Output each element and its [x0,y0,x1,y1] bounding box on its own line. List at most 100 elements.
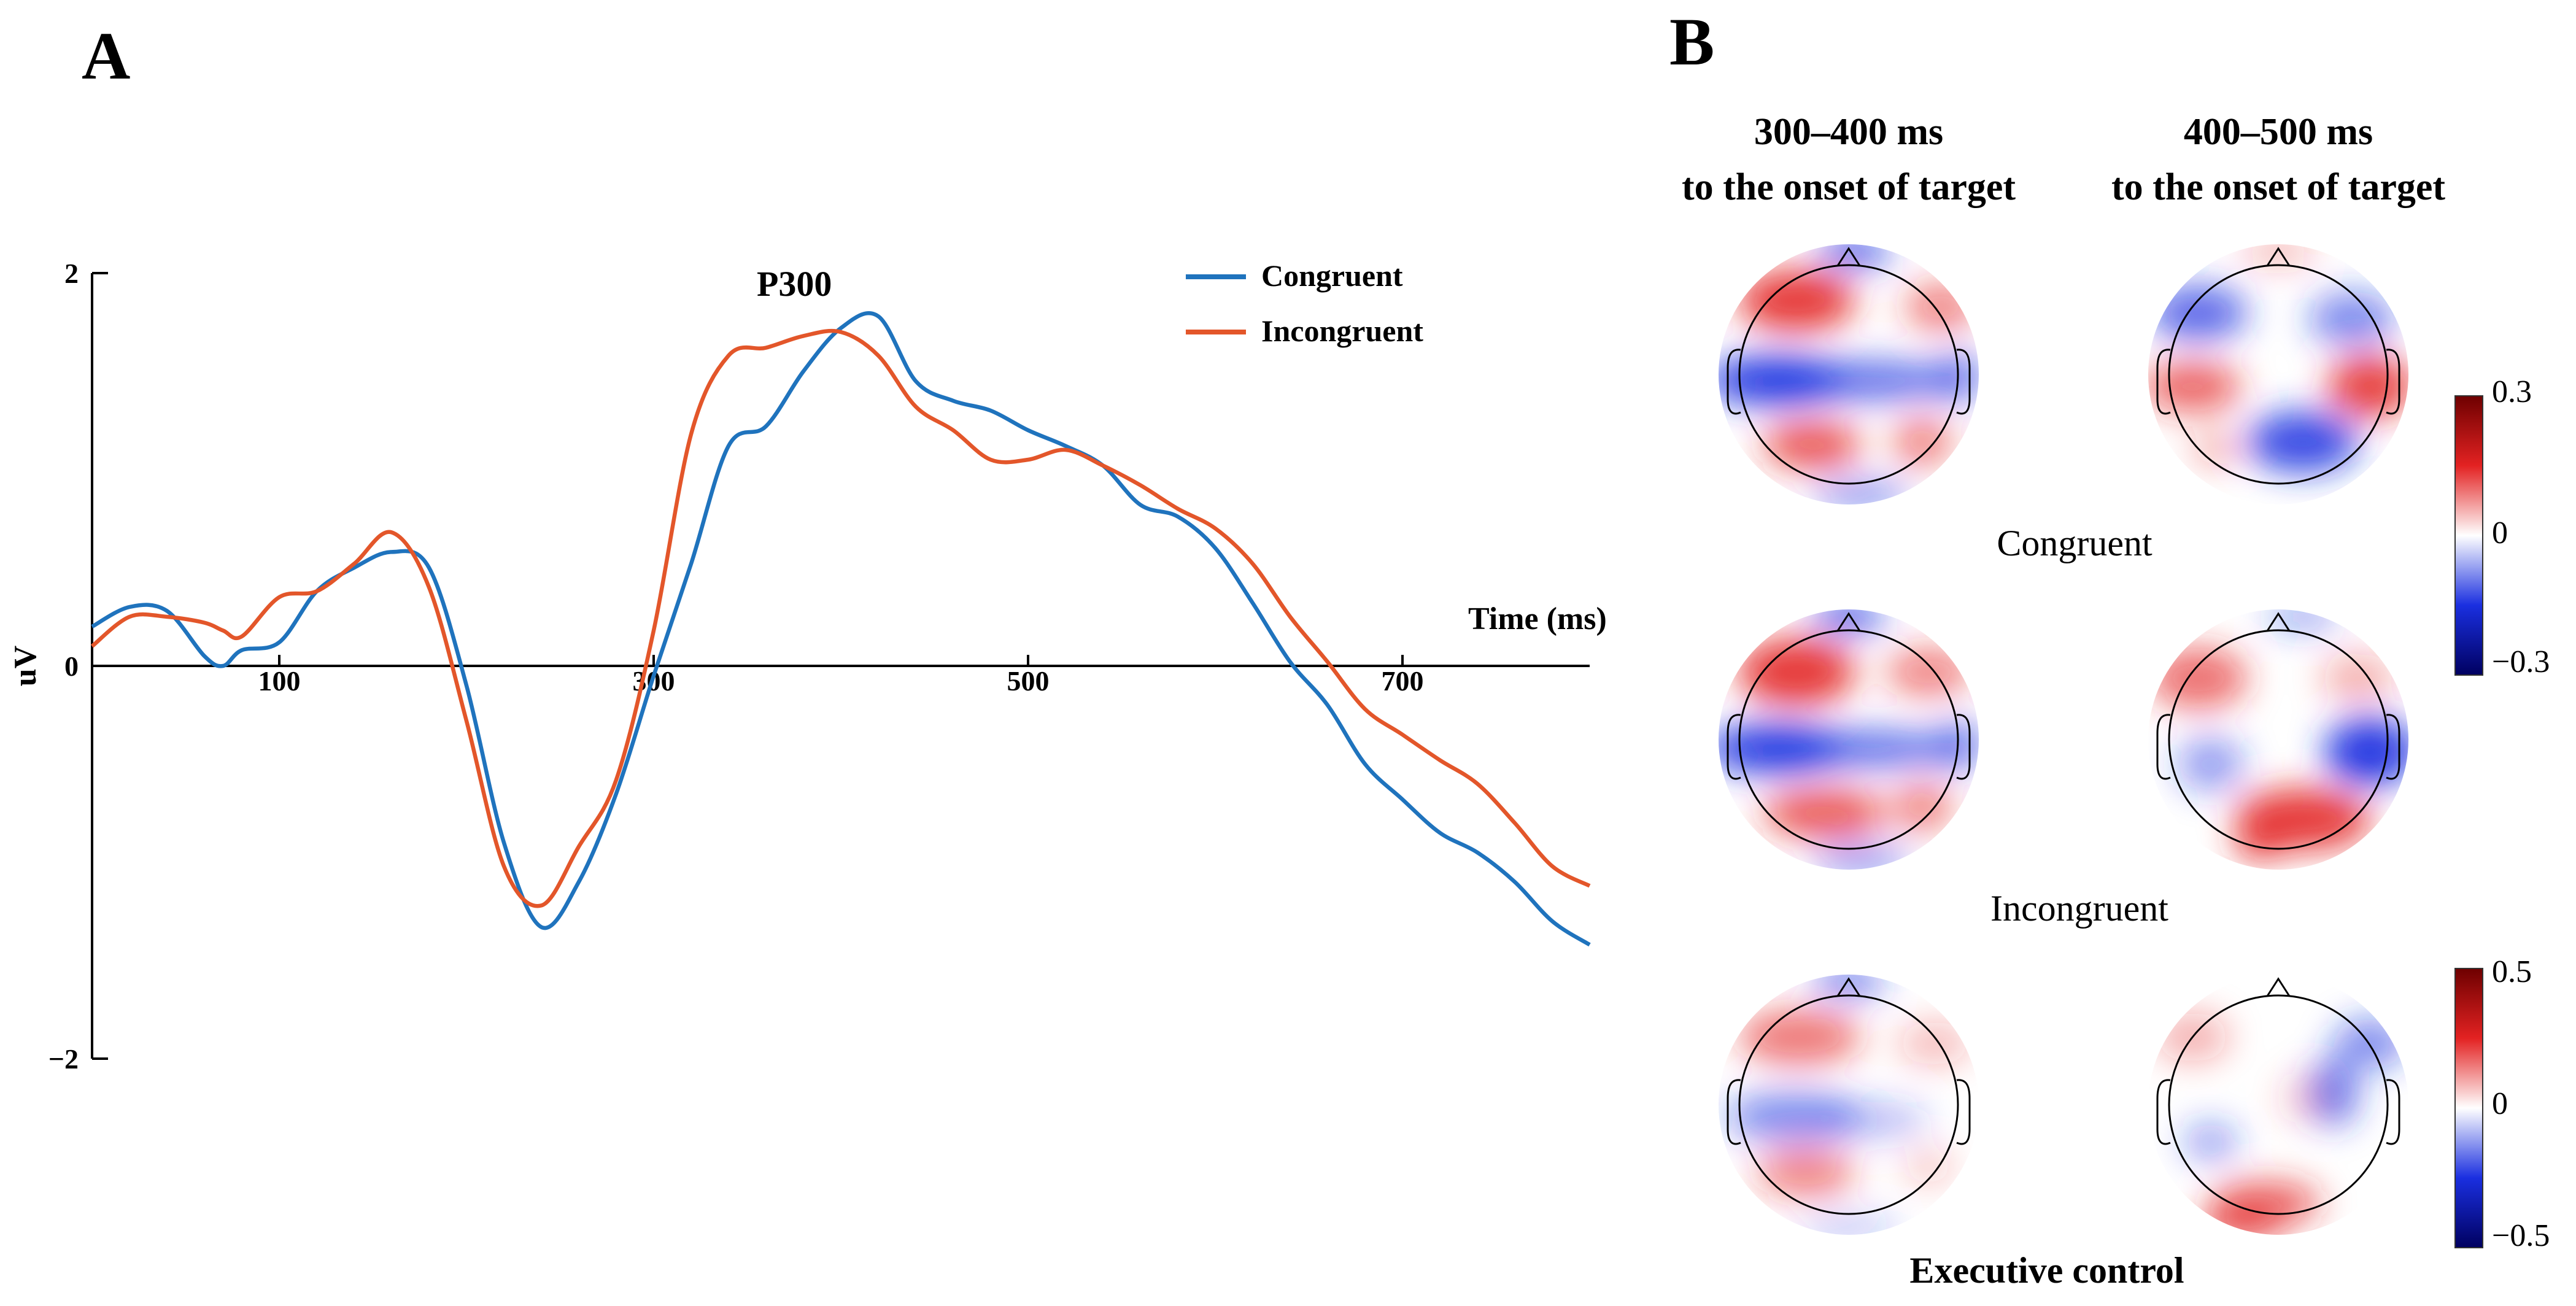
activation-field [1719,609,1979,870]
right-ear-outline [2386,1079,2400,1145]
activation-blob [1818,1102,1928,1138]
x-axis-label: Time (ms) [1468,601,1607,636]
activation-field [1726,975,1971,1235]
activation-blobs [1719,609,1979,870]
activation-blob [2199,1212,2284,1235]
activation-blob [1892,782,1953,832]
nose-outline [2266,977,2291,997]
left-ear-outline [1727,714,1741,780]
y-tick-label: 0 [64,651,79,682]
head-outline [1738,629,1959,850]
series-line-incongruent [90,328,1591,908]
topomap-incongruent-300-400 [1719,609,1979,870]
activation-blobs [1726,975,1971,1235]
topomap-executive-400-500 [2148,975,2408,1235]
activation-blob [2235,829,2284,859]
head-outline [2168,994,2389,1215]
topomaps [1719,244,2408,1235]
nose-outline [1836,977,1861,997]
activation-blob [1812,975,1886,995]
left-ear-outline [2156,714,2171,780]
activation-blob [1892,417,1953,466]
right-ear-outline [1956,714,1971,780]
activation-blob [2177,736,2245,792]
activation-blob [1763,789,1886,838]
legend-label-congruent: Congruent [1261,258,1403,293]
left-ear-outline [1727,349,1741,415]
activation-blob [2241,244,2315,264]
activation-blob [1738,638,1855,706]
activation-blob [2248,411,2358,473]
activation-blob [2278,1074,2327,1123]
activation-blob [1886,647,1971,697]
activation-blob [1818,244,1892,267]
activation-blobs [2148,244,2408,473]
colorbar-top-gradient [2454,395,2483,676]
activation-blob [1898,1022,1971,1065]
row-label-congruent: Congruent [1997,523,2152,563]
x-tick-label: 700 [1382,665,1424,697]
axis-ticks: 100 300 500 700−202 [48,258,1424,1075]
activation-blob [1763,730,1959,767]
activation-blob [1935,721,1979,770]
y-tick-label: −2 [48,1043,79,1075]
legend: Congruent Incongruent [1186,258,1423,348]
topomap-executive-300-400 [1719,975,1979,1235]
head-outline [1738,264,1959,485]
left-ear-outline [2156,349,2171,415]
panel-a-label: A [82,18,130,93]
nose-outline [2266,612,2291,632]
legend-label-incongruent: Incongruent [1261,314,1423,348]
activation-blob [1763,420,1861,469]
activation-blob [1738,1010,1861,1065]
activation-blob [1812,847,1910,870]
activation-field [2149,609,2408,859]
right-ear-outline [2386,349,2400,415]
col-header-2-line1: 400–500 ms [2184,111,2373,153]
series-line-congruent [91,311,1591,947]
panel-a: A 100 300 500 700−202 uV Time (ms) P300 Con… [8,18,1607,1075]
colorbar-top-mid: 0 [2492,516,2508,551]
nose-outline [1836,247,1861,266]
left-ear-outline [2156,1079,2171,1145]
head-outline [2168,629,2389,850]
x-tick-label: 100 [258,665,301,697]
x-tick-label: 500 [1007,665,1050,697]
activation-blob [2183,1123,2238,1160]
activation-blob [1812,609,1886,632]
topomap-congruent-300-400 [1719,244,1979,504]
nose-outline [2266,247,2291,266]
data-lines [90,311,1591,947]
col-header-1-line2: to the onset of target [1682,166,2016,208]
activation-blob [1738,270,1855,331]
colorbar-bottom-gradient [2454,968,2483,1248]
colorbar-top-max: 0.3 [2492,374,2532,409]
activation-blob [1904,282,1978,331]
y-tick-label: 2 [64,258,79,289]
y-axis-label: uV [8,646,43,686]
activation-blob [1763,361,1959,400]
activation-blob [2309,292,2395,347]
panel-b: B 300–400 ms to the onset of target 400–… [1669,4,2550,1291]
activation-blob [1904,1148,1953,1184]
colorbar-bottom-min: −0.5 [2492,1218,2550,1253]
p300-annotation: P300 [757,264,832,304]
nose-outline [1836,612,1861,632]
right-ear-outline [1956,1079,1971,1145]
activation-blob [2321,654,2395,703]
activation-blob [2324,718,2408,786]
plot-axes [91,273,1590,1059]
activation-blob [2148,362,2241,411]
activation-blob [2192,430,2241,466]
activation-blob [2149,285,2248,341]
activation-blob [1935,353,1979,402]
activation-blob [2327,356,2408,417]
activation-blob [1800,1215,1898,1235]
activation-field [2148,244,2408,473]
colorbar-bottom-mid: 0 [2492,1086,2508,1121]
panel-b-label: B [1669,4,1714,79]
col-header-1-line1: 300–400 ms [1754,111,1943,153]
right-ear-outline [2386,714,2400,780]
activation-blobs [2149,609,2408,859]
